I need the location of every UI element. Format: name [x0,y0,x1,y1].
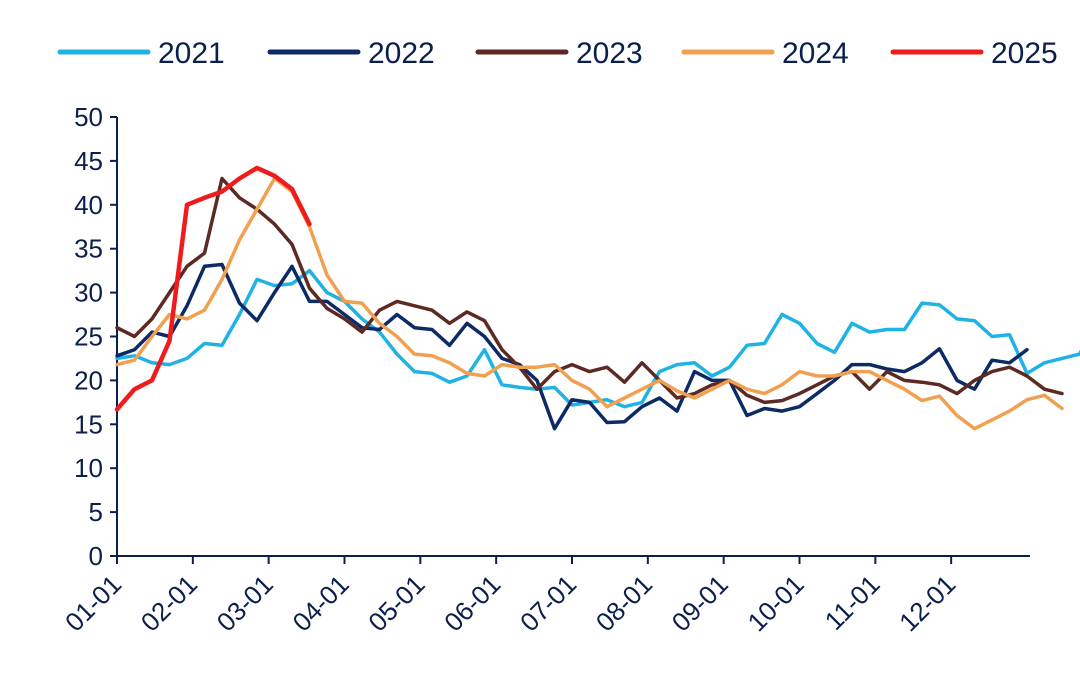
legend-label: 2022 [368,37,435,70]
y-tick-label: 50 [74,102,103,132]
x-axis-ticks: 01-01 02-01 03-01 04-01 05-01 06-01 07-01 08-01… [59,556,961,637]
y-tick-label: 30 [74,278,103,308]
y-tick-label: 0 [89,541,103,571]
x-tick-label: 10-01 [742,569,810,637]
legend-item-2025: 2025 [890,37,1058,70]
legend-label: 2024 [782,37,849,70]
x-tick-label: 03-01 [211,569,279,637]
y-tick-label: 10 [74,453,103,483]
x-tick-label: 09-01 [666,569,734,637]
series-line-2022 [115,262,1029,431]
legend-label: 2021 [158,37,225,70]
x-tick-label: 01-01 [59,569,127,637]
series-line-2023 [115,176,1064,405]
x-tick-label: 06-01 [438,569,506,637]
legend-item-2022: 2022 [267,37,435,70]
series-line-2021 [115,268,1080,409]
y-axis-ticks: 0 5 10 15 20 25 30 35 40 45 50 [74,102,117,571]
legend-label: 2023 [576,37,643,70]
x-tick-label: 08-01 [590,569,658,637]
plot-area [114,165,1080,431]
legend-item-2023: 2023 [475,37,643,70]
legend-item-2021: 2021 [57,37,225,70]
y-tick-label: 15 [74,409,103,439]
x-tick-label: 02-01 [135,569,203,637]
y-tick-label: 45 [74,146,103,176]
legend-item-2024: 2024 [681,37,849,70]
y-tick-label: 40 [74,190,103,220]
x-tick-label: 11-01 [819,569,886,636]
legend-label: 2025 [991,37,1058,70]
y-tick-label: 35 [74,234,103,264]
x-tick-label: 07-01 [514,569,582,637]
x-tick-label: 12-01 [893,569,961,637]
y-tick-label: 25 [74,322,103,352]
legend: 2021 2022 2023 2024 2025 [57,37,1058,70]
series-line-2025 [114,165,312,412]
x-tick-label: 05-01 [362,569,430,637]
x-tick-label: 04-01 [287,569,355,637]
y-tick-label: 5 [89,497,103,527]
y-tick-label: 20 [74,365,103,395]
